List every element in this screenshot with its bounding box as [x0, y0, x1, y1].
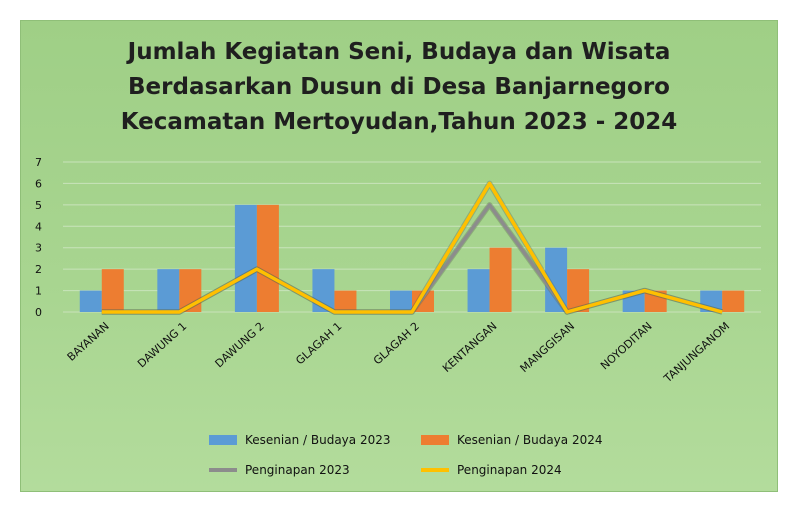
x-tick-label: DAWUNG 2 — [213, 320, 267, 371]
chart-area: Jumlah Kegiatan Seni, Budaya dan Wisata … — [20, 20, 778, 492]
x-tick-label: KENTANGAN — [440, 320, 499, 375]
bar — [334, 290, 357, 312]
bar — [489, 247, 512, 312]
y-tick-label: 0 — [35, 306, 42, 319]
legend-label: Penginapan 2024 — [457, 463, 562, 477]
bar — [545, 247, 568, 312]
legend-label: Penginapan 2023 — [245, 463, 350, 477]
y-tick-label: 2 — [35, 263, 42, 276]
bar — [234, 204, 257, 312]
series-line — [101, 181, 723, 314]
y-tick-label: 4 — [35, 220, 42, 233]
bar — [79, 290, 102, 312]
bar — [101, 269, 124, 312]
x-tick-label: GLAGAH 2 — [371, 320, 422, 368]
chart-plot: 0 1 2 3 4 5 6 7 BAYANAN DAWUNG 1 DAWUNG 2 GLAGAH 1 G… — [35, 156, 761, 477]
bar — [722, 290, 745, 312]
y-tick-label: 6 — [35, 177, 42, 190]
x-tick-label: NOYODITAN — [598, 320, 655, 373]
legend-label: Kesenian / Budaya 2023 — [245, 433, 390, 447]
x-tick-label: TANJUNGANOM — [661, 320, 733, 386]
chart-title-line-2: Berdasarkan Dusun di Desa Banjarnegoro — [128, 74, 670, 100]
y-tick-label: 3 — [35, 242, 42, 255]
y-tick-label: 7 — [35, 156, 42, 169]
chart-title-line-1: Jumlah Kegiatan Seni, Budaya dan Wisata — [127, 39, 671, 65]
chart-title-line-3: Kecamatan Mertoyudan,Tahun 2023 - 2024 — [120, 109, 678, 135]
bar — [567, 269, 590, 312]
legend-swatch — [421, 435, 449, 445]
x-tick-label: GLAGAH 1 — [293, 320, 344, 368]
legend-swatch — [209, 435, 237, 445]
bar — [390, 290, 412, 312]
x-tick-label: BAYANAN — [65, 320, 112, 364]
bar — [467, 269, 490, 312]
bar — [256, 204, 279, 312]
x-tick-label: DAWUNG 1 — [135, 320, 189, 371]
y-tick-label: 5 — [35, 199, 42, 212]
x-tick-label: MANGGISAN — [518, 320, 578, 375]
y-tick-label: 1 — [35, 285, 42, 298]
legend-label: Kesenian / Budaya 2024 — [457, 433, 602, 447]
bar — [157, 269, 180, 312]
